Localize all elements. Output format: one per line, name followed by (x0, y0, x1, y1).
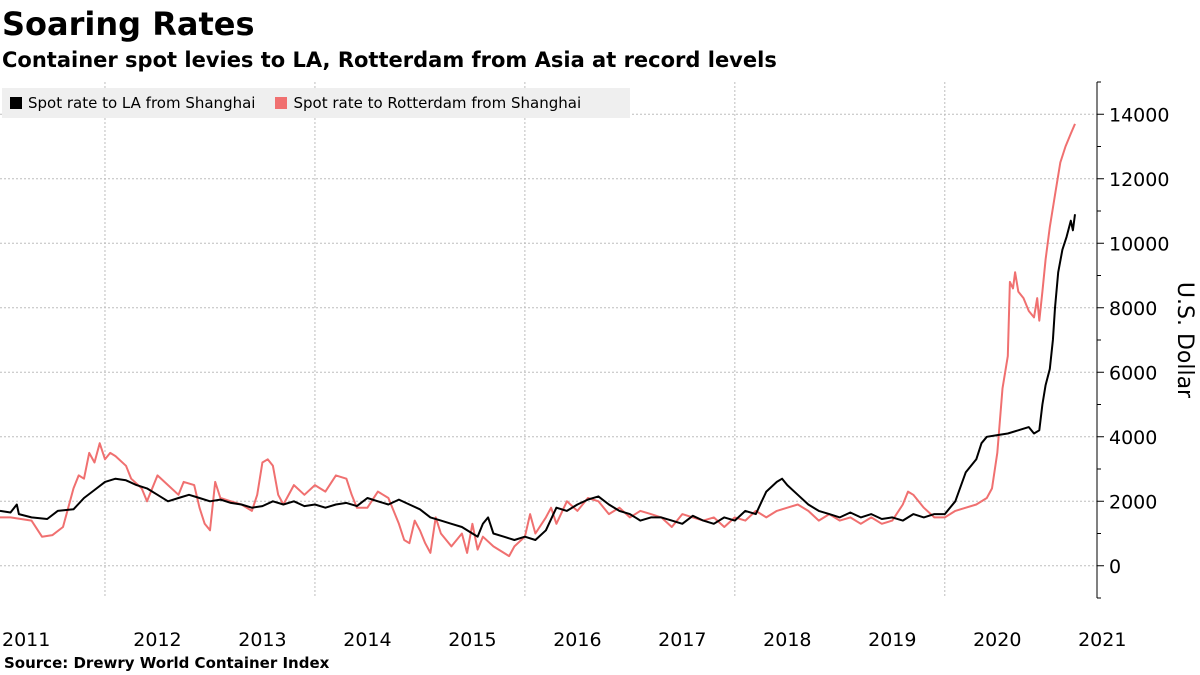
y-tick-label: 8000 (1109, 298, 1157, 320)
x-axis: 2011 2012 2013 2014 2015 2016 2017 2018 2019 2020… (2, 629, 1126, 651)
legend-swatch-la (10, 97, 22, 109)
x-tick-label: 2017 (658, 629, 706, 651)
chart-subtitle: Container spot levies to LA, Rotterdam f… (2, 48, 777, 72)
y-tick-label: 6000 (1109, 362, 1157, 384)
legend-label-rotterdam: Spot rate to Rotterdam from Shanghai (293, 94, 582, 112)
x-tick-label: 2013 (238, 629, 286, 651)
series-line-rotterdam (0, 123, 1076, 558)
x-tick-label: 2011 (2, 629, 50, 651)
x-tick-label: 2015 (448, 629, 496, 651)
legend-label-la: Spot rate to LA from Shanghai (28, 94, 256, 112)
y-tick-label: 14000 (1109, 104, 1169, 126)
x-tick-label: 2019 (868, 629, 916, 651)
legend-item-la: Spot rate to LA from Shanghai (10, 94, 255, 112)
chart-title: Soaring Rates (2, 5, 255, 43)
y-tick-label: 0 (1109, 556, 1121, 578)
y-axis: 0 2000 4000 6000 8000 10000 12000 14000 (1096, 81, 1169, 599)
gridlines (0, 82, 1097, 598)
x-tick-label: 2012 (133, 629, 181, 651)
y-tick-label: 10000 (1109, 233, 1169, 255)
y-tick-label: 4000 (1109, 427, 1157, 449)
legend: Spot rate to LA from Shanghai Spot rate … (2, 88, 630, 118)
x-tick-label: 2020 (973, 629, 1021, 651)
y-tick-label: 12000 (1109, 169, 1169, 191)
series-line-la (0, 214, 1076, 541)
x-tick-label: 2018 (763, 629, 811, 651)
x-tick-label: 2014 (343, 629, 391, 651)
source-note: Source: Drewry World Container Index (4, 654, 330, 672)
legend-swatch-rotterdam (275, 97, 288, 109)
y-axis-label: U.S. Dollar (1172, 282, 1197, 399)
series-lines (0, 123, 1076, 558)
legend-item-rotterdam: Spot rate to Rotterdam from Shanghai (275, 94, 581, 112)
x-tick-label: 2021 (1078, 629, 1126, 651)
y-tick-label: 2000 (1109, 491, 1157, 513)
x-tick-label: 2016 (553, 629, 601, 651)
